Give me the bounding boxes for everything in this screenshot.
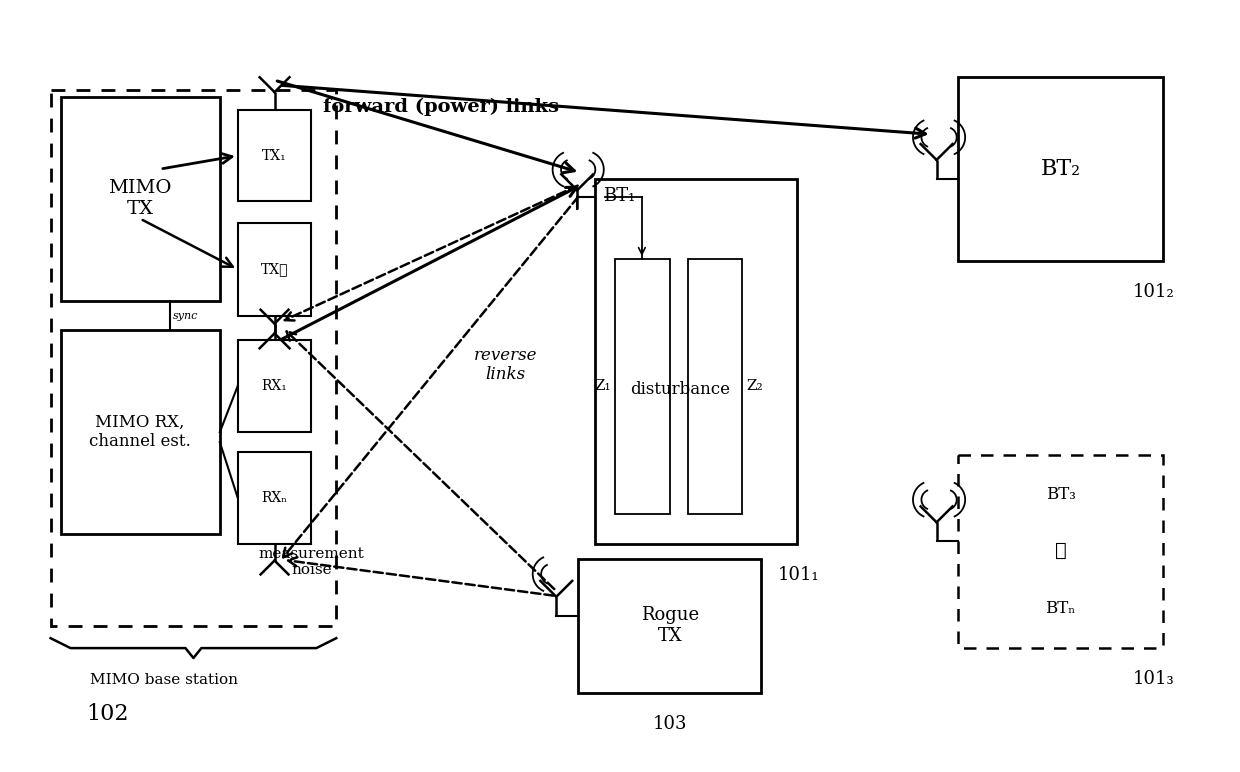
Text: measurement
noise: measurement noise	[258, 547, 365, 577]
Text: sync: sync	[174, 310, 198, 320]
Text: 101₂: 101₂	[1132, 283, 1174, 301]
Bar	[615, 259, 670, 514]
Text: disturbance: disturbance	[630, 381, 729, 398]
Text: Z₂: Z₂	[746, 380, 763, 394]
Bar	[595, 180, 797, 543]
Text: forward (power) links: forward (power) links	[322, 98, 559, 116]
Bar	[238, 452, 311, 543]
Text: MIMO base station: MIMO base station	[89, 673, 238, 687]
Text: 103: 103	[652, 715, 687, 733]
Text: 102: 102	[86, 703, 129, 725]
Text: BT₂: BT₂	[1040, 158, 1080, 180]
Text: TXℓ: TXℓ	[260, 262, 289, 276]
Text: BTₙ: BTₙ	[1045, 600, 1076, 617]
Bar	[959, 455, 1163, 648]
Text: TX₁: TX₁	[262, 149, 286, 163]
Bar	[238, 340, 311, 432]
Bar	[51, 90, 336, 626]
Text: 101₁: 101₁	[777, 566, 818, 584]
Bar	[578, 559, 761, 692]
Text: MIMO RX,
channel est.: MIMO RX, channel est.	[89, 414, 191, 451]
Bar	[61, 97, 219, 300]
Bar	[688, 259, 743, 514]
Text: ⋮: ⋮	[1055, 542, 1066, 560]
Text: Z₁: Z₁	[595, 380, 611, 394]
Text: RX₁: RX₁	[262, 379, 288, 393]
Bar	[238, 110, 311, 201]
Bar	[61, 330, 219, 534]
Text: BT₁: BT₁	[603, 188, 635, 205]
Text: MIMO
TX: MIMO TX	[108, 179, 172, 218]
Text: BT₃: BT₃	[1045, 486, 1075, 503]
Text: Rogue
TX: Rogue TX	[641, 606, 699, 645]
Text: reverse
links: reverse links	[474, 347, 537, 384]
Text: RXₙ: RXₙ	[262, 491, 288, 505]
Text: 101₃: 101₃	[1132, 670, 1174, 688]
Bar	[238, 223, 311, 316]
Bar	[959, 77, 1163, 261]
